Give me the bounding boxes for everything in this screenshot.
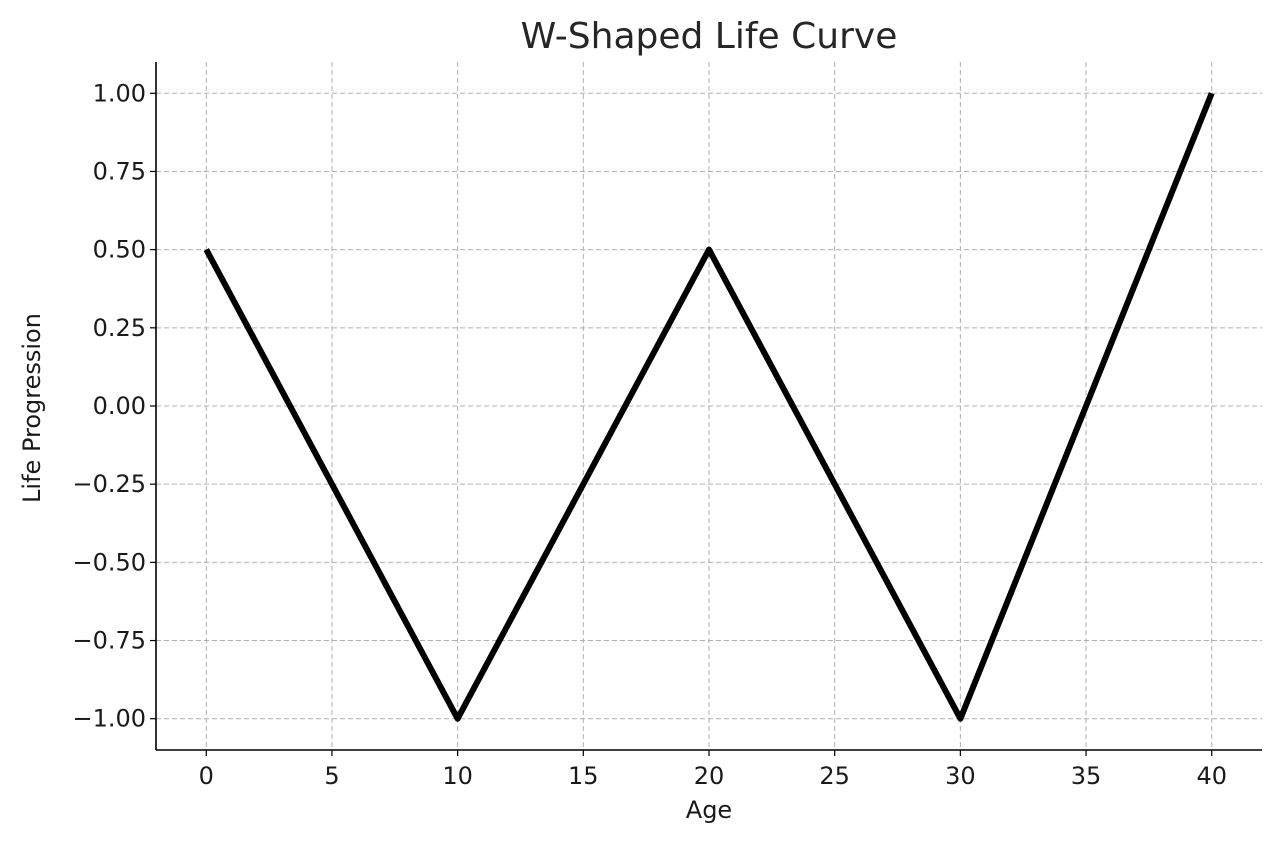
y-axis-ticks: 1.00 0.75 0.50 0.25 0.00 −0.25 −0.50 −0.75 −1.00 bbox=[72, 79, 156, 733]
x-tick-label: 40 bbox=[1196, 762, 1227, 790]
chart-title: W-Shaped Life Curve bbox=[521, 16, 898, 57]
y-tick-label: 0.25 bbox=[93, 314, 146, 342]
x-axis-title: Age bbox=[686, 796, 732, 824]
x-tick-label: 5 bbox=[324, 762, 339, 790]
y-tick-label: −0.25 bbox=[72, 470, 146, 498]
x-tick-label: 15 bbox=[568, 762, 599, 790]
series-line-life-curve bbox=[203, 92, 1215, 722]
x-axis-ticks: 0 5 10 15 20 25 30 35 40 bbox=[199, 750, 1227, 790]
x-tick-label: 20 bbox=[694, 762, 725, 790]
y-tick-label: 0.00 bbox=[93, 392, 146, 420]
y-tick-label: −1.00 bbox=[72, 705, 146, 733]
x-tick-label: 25 bbox=[819, 762, 850, 790]
gridlines bbox=[156, 62, 1262, 750]
y-tick-label: −0.50 bbox=[72, 548, 146, 576]
x-tick-label: 35 bbox=[1071, 762, 1102, 790]
x-tick-label: 10 bbox=[442, 762, 473, 790]
y-axis-title: Life Progression bbox=[18, 313, 46, 503]
y-tick-label: 0.75 bbox=[93, 157, 146, 185]
y-tick-label: 1.00 bbox=[93, 79, 146, 107]
y-tick-label: −0.75 bbox=[72, 627, 146, 655]
x-tick-label: 30 bbox=[945, 762, 976, 790]
y-tick-label: 0.50 bbox=[93, 236, 146, 264]
x-tick-label: 0 bbox=[199, 762, 214, 790]
